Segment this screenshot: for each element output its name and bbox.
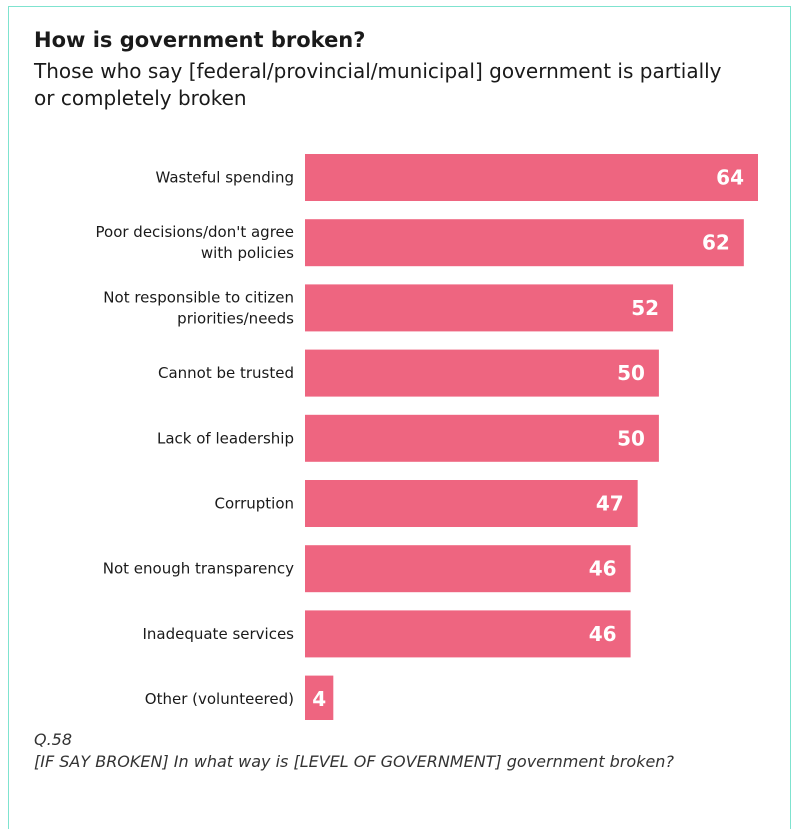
bar bbox=[305, 219, 744, 267]
question-id: Q.58 bbox=[34, 730, 73, 749]
bar bbox=[305, 610, 631, 658]
category-label: Lack of leadership bbox=[157, 429, 294, 447]
bar bbox=[305, 154, 758, 201]
chart-title: How is government broken? bbox=[34, 28, 366, 52]
bar-value-label: 64 bbox=[716, 166, 744, 190]
bar bbox=[305, 349, 659, 397]
chart-subtitle: Those who say [federal/provincial/munici… bbox=[34, 59, 722, 110]
category-label: Corruption bbox=[215, 495, 294, 513]
category-label: Wasteful spending bbox=[155, 169, 294, 187]
bar bbox=[305, 480, 638, 527]
category-label: Inadequate services bbox=[142, 625, 294, 643]
bar-value-label: 50 bbox=[617, 426, 645, 450]
bar bbox=[305, 284, 674, 332]
category-label: Not responsible to citizen priorities/nee… bbox=[103, 288, 294, 327]
bar-value-label: 50 bbox=[617, 361, 645, 385]
bar bbox=[305, 414, 659, 462]
bar bbox=[305, 545, 631, 593]
bar-chart: 64 Wasteful spending 62 Poor decisions/don'… bbox=[96, 154, 758, 720]
bar bbox=[305, 675, 334, 720]
bar-value-label: 4 bbox=[312, 687, 326, 711]
category-label: Other (volunteered) bbox=[145, 690, 294, 708]
category-label: Not enough transparency bbox=[103, 560, 294, 578]
question-text: [IF SAY BROKEN] In what way is [LEVEL OF… bbox=[34, 752, 674, 771]
bar-value-label: 46 bbox=[589, 622, 617, 646]
bar-value-label: 47 bbox=[596, 492, 624, 516]
category-label: Cannot be trusted bbox=[158, 364, 294, 382]
footnote: Q.58 [IF SAY BROKEN] In what way is [LEV… bbox=[34, 729, 754, 773]
bar-value-label: 62 bbox=[702, 231, 730, 255]
bar-value-label: 46 bbox=[589, 557, 617, 581]
category-label: Poor decisions/don't agree with policies bbox=[96, 223, 295, 262]
bar-value-label: 52 bbox=[631, 296, 659, 320]
